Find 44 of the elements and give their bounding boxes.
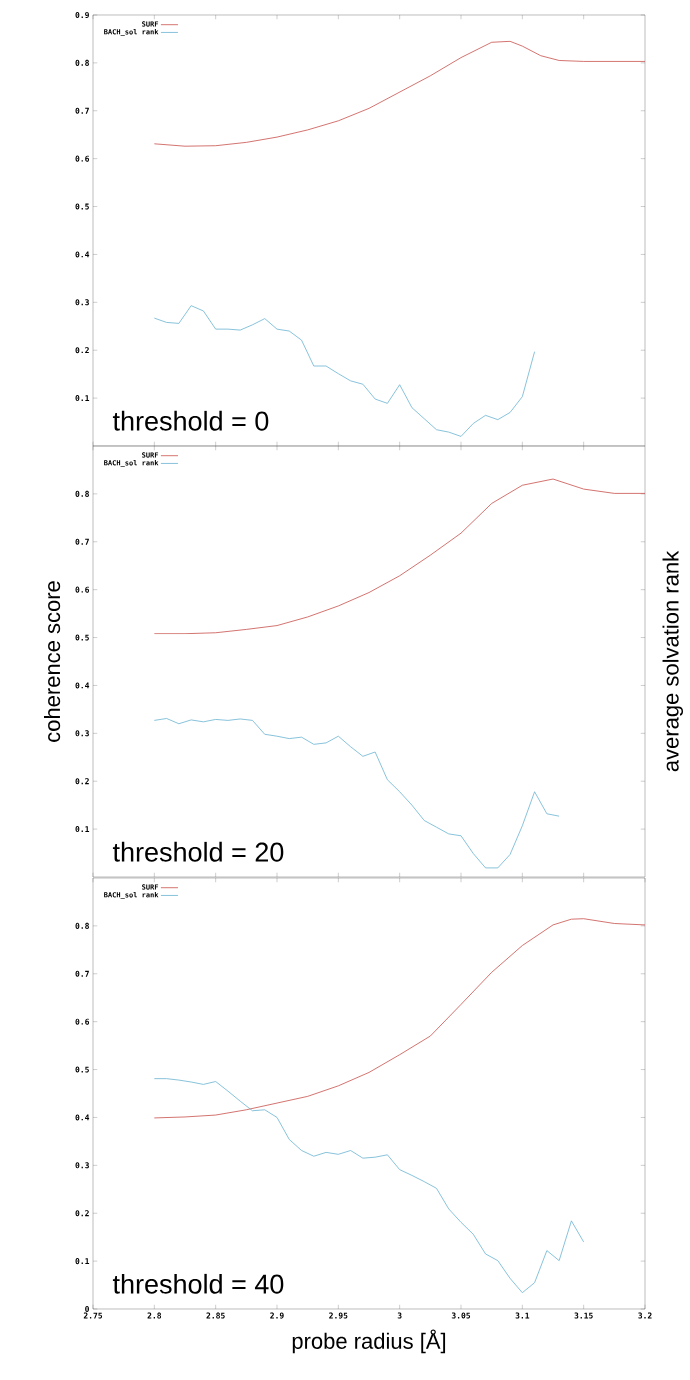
y-tick-label: 0.2 bbox=[75, 347, 89, 354]
y-tick-label: 0.8 bbox=[75, 59, 89, 66]
y-tick-label: 0.1 bbox=[75, 395, 90, 402]
line-series bbox=[153, 918, 646, 1119]
x-tick-label: 3.05 bbox=[451, 1312, 471, 1319]
x-tick-label: 3.1 bbox=[515, 1312, 530, 1319]
y-tick-label: 0.5 bbox=[75, 203, 89, 210]
y-tick-label: 0.7 bbox=[75, 970, 89, 977]
x-axis-title: probe radius [Å] bbox=[292, 1329, 446, 1354]
y-tick-label: 0.2 bbox=[75, 778, 89, 785]
annotation: threshold = 20 bbox=[112, 841, 284, 862]
y-tick-label: 0 bbox=[85, 1305, 89, 1313]
y-tick-label: 0.1 bbox=[75, 1258, 90, 1265]
y-tick-label: 0.7 bbox=[75, 107, 89, 114]
y-tick-label: 0.6 bbox=[75, 586, 90, 593]
y-tick-label: 0.7 bbox=[75, 538, 89, 545]
y-tick-label: 0.6 bbox=[75, 155, 90, 162]
annotation: threshold = 0 bbox=[112, 410, 269, 431]
y2-axis-title: average solvation rank bbox=[662, 550, 684, 772]
x-tick-label: 2.75 bbox=[83, 1312, 103, 1319]
x-tick-label: 2.95 bbox=[329, 1312, 348, 1319]
x-tick-label: 2.8 bbox=[147, 1312, 162, 1319]
y-axis-title: coherence score bbox=[43, 581, 61, 742]
x-tick-label: 3 bbox=[397, 1312, 402, 1319]
y-tick-label: 0.8 bbox=[75, 922, 89, 929]
x-tick-label: 3.15 bbox=[574, 1312, 593, 1319]
y-tick-label: 0.9 bbox=[75, 11, 89, 19]
y-tick-label: 0.2 bbox=[75, 1210, 89, 1217]
y-tick-label: 0.4 bbox=[75, 682, 90, 689]
y-tick-label: 0.4 bbox=[75, 1114, 90, 1121]
x-tick-label: 3.2 bbox=[638, 1312, 652, 1319]
y-tick-label: 0.5 bbox=[75, 634, 89, 641]
y-tick-label: 0.1 bbox=[75, 826, 90, 833]
y-tick-label: 0.4 bbox=[75, 251, 90, 258]
y-tick-label: 0.3 bbox=[75, 299, 89, 306]
line-series bbox=[153, 478, 646, 635]
annotation: threshold = 40 bbox=[112, 1273, 284, 1294]
y-tick-label: 0.3 bbox=[75, 730, 89, 737]
x-tick-label: 2.9 bbox=[270, 1312, 284, 1319]
y-tick-label: 0.5 bbox=[75, 1066, 89, 1073]
y-tick-label: 0.6 bbox=[75, 1018, 90, 1025]
y-tick-label: 0.8 bbox=[75, 490, 89, 497]
y-tick-label: 0.3 bbox=[75, 1162, 89, 1169]
x-tick-label: 2.85 bbox=[206, 1312, 225, 1319]
